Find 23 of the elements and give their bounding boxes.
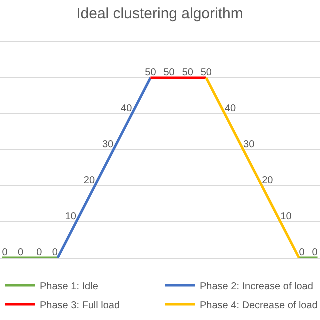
chart-title: Ideal clustering algorithm bbox=[76, 6, 244, 22]
data-label: 40 bbox=[224, 104, 237, 114]
data-label: 20 bbox=[262, 176, 274, 186]
legend-label: Phase 3: Full load bbox=[40, 300, 120, 312]
data-label: 10 bbox=[65, 212, 77, 222]
data-label: 50 bbox=[164, 68, 176, 78]
data-label: 50 bbox=[182, 68, 194, 78]
data-label: 50 bbox=[200, 68, 212, 78]
data-label: 30 bbox=[244, 140, 256, 150]
data-label: 30 bbox=[102, 140, 114, 150]
data-label: 0 bbox=[312, 248, 318, 258]
data-label: 0 bbox=[18, 248, 24, 258]
legend-label: Phase 1: Idle bbox=[40, 281, 99, 292]
data-label: 0 bbox=[36, 248, 43, 258]
data-label: 50 bbox=[145, 68, 157, 78]
data-label: 0 bbox=[52, 248, 58, 258]
data-label: 20 bbox=[84, 176, 96, 186]
data-label: 0 bbox=[299, 248, 306, 258]
legend-label: Phase 2: Increase of load bbox=[200, 281, 314, 292]
legend-label: Phase 4: Decrease of load bbox=[200, 300, 318, 312]
data-label: 10 bbox=[280, 212, 292, 222]
data-label: 0 bbox=[2, 248, 8, 258]
data-label: 40 bbox=[121, 104, 133, 114]
